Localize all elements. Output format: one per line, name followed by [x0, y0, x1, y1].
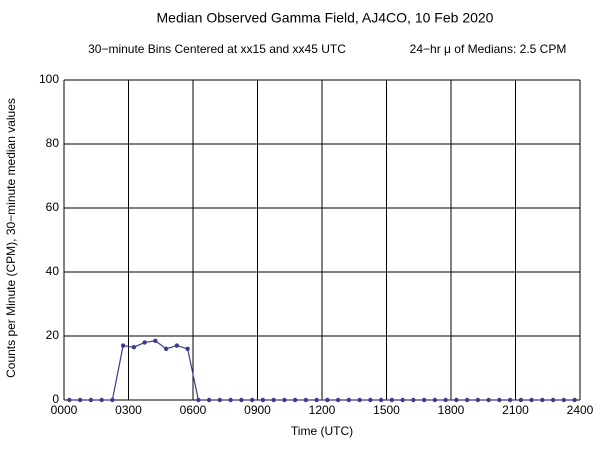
data-point [335, 397, 341, 403]
data-point [346, 397, 352, 403]
data-point [196, 397, 201, 403]
data-point [378, 397, 384, 403]
y-tick-label: 60 [46, 200, 60, 214]
data-point [357, 397, 362, 403]
data-point [131, 345, 137, 350]
data-point [110, 397, 115, 403]
data-point [77, 397, 83, 403]
data-point [518, 397, 524, 403]
data-point [228, 397, 233, 403]
y-tick-label: 40 [46, 264, 60, 278]
data-point [464, 397, 470, 403]
data-point [303, 397, 309, 403]
chart-title: Median Observed Gamma Field, AJ4CO, 10 F… [157, 10, 494, 26]
x-tick-label: 1500 [373, 403, 400, 417]
data-point [529, 397, 534, 403]
y-tick-label: 20 [46, 328, 60, 342]
data-point [400, 397, 405, 403]
y-axis-label: Counts per Minute (CPM), 30−minute media… [4, 98, 18, 378]
x-tick-label: 0300 [115, 403, 142, 417]
data-point [260, 397, 266, 403]
y-tick-label: 100 [39, 72, 59, 86]
y-tick-label: 80 [46, 136, 60, 150]
data-point [282, 397, 287, 403]
data-point [421, 397, 427, 403]
annotation: 24−hr μ of Medians: 2.5 CPM [410, 42, 567, 56]
data-point [67, 397, 72, 403]
data-point [217, 397, 223, 403]
data-point [153, 338, 158, 343]
x-axis-label: Time (UTC) [291, 424, 353, 438]
data-point [239, 397, 244, 403]
data-point [507, 397, 513, 403]
data-point [314, 397, 319, 403]
x-tick-label: 0000 [51, 403, 78, 417]
data-point [142, 340, 147, 345]
data-point [249, 397, 255, 403]
x-tick-label: 0600 [180, 403, 207, 417]
data-point [550, 397, 556, 403]
data-point [368, 397, 373, 403]
data-point [325, 397, 330, 403]
data-point [497, 397, 502, 403]
data-point [572, 397, 577, 403]
data-point [163, 346, 169, 351]
data-point [454, 397, 459, 403]
data-point [486, 397, 491, 403]
y-tick-label: 0 [52, 392, 59, 406]
data-point [540, 397, 545, 403]
x-tick-label: 1800 [438, 403, 465, 417]
data-point [432, 397, 438, 403]
x-tick-label: 2100 [502, 403, 529, 417]
data-point [475, 397, 481, 403]
data-point [206, 397, 212, 403]
data-point [292, 397, 298, 403]
x-tick-label: 2400 [567, 403, 594, 417]
data-point [185, 346, 190, 351]
data-point [174, 343, 180, 348]
data-point [99, 397, 104, 403]
x-tick-label: 1200 [309, 403, 336, 417]
data-point [411, 397, 416, 403]
data-point [88, 397, 94, 403]
data-point [120, 343, 126, 348]
data-point [389, 397, 395, 403]
chart-subtitle: 30−minute Bins Centered at xx15 and xx45… [88, 42, 346, 56]
data-point [443, 397, 448, 403]
data-point [271, 397, 276, 403]
x-tick-label: 0900 [244, 403, 271, 417]
data-point [561, 397, 567, 403]
